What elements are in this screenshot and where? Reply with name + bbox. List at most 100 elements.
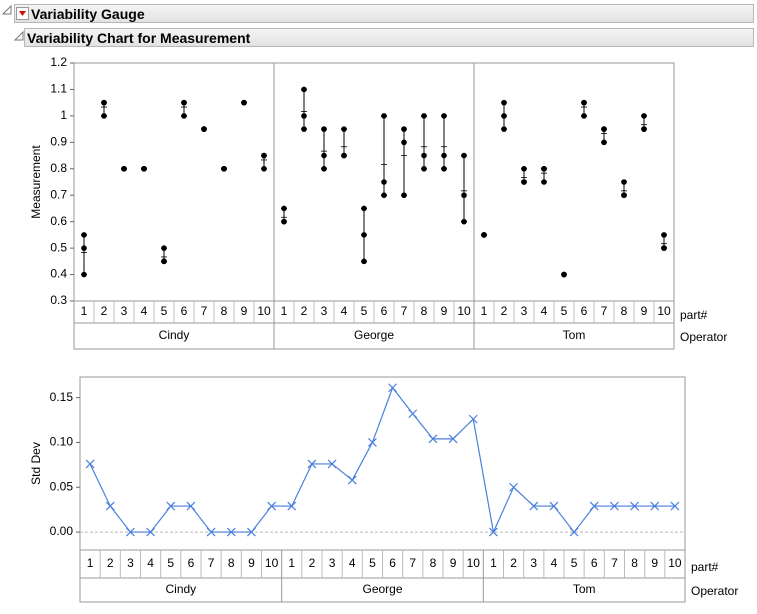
x-tick-label: 1 (481, 304, 488, 318)
data-point (341, 126, 347, 132)
y-tick-label: 0.3 (50, 293, 67, 307)
x-marker (670, 501, 680, 511)
std-dev-line (492, 486, 675, 534)
data-point (501, 113, 507, 119)
x-tick-label: 8 (228, 556, 235, 570)
data-point (261, 165, 267, 172)
data-point (301, 126, 307, 132)
x-tick-label: 6 (389, 556, 396, 570)
data-point (421, 165, 427, 172)
x-marker (388, 383, 398, 393)
x-tick-label: 5 (369, 556, 376, 570)
y-tick-label: 1 (60, 108, 67, 122)
x-marker (529, 501, 539, 511)
data-point (621, 192, 627, 199)
data-point (281, 205, 287, 212)
data-point (441, 152, 447, 159)
disclosure-triangle[interactable] (1, 4, 12, 15)
data-point (461, 192, 467, 199)
data-point (381, 113, 387, 119)
x-marker (569, 527, 579, 537)
x-tick-label: 7 (601, 304, 608, 318)
y-axis-label: Measurement (29, 145, 43, 219)
x-tick-label: 2 (101, 304, 108, 318)
x-tick-label: 8 (430, 556, 437, 570)
group-axis-label: Operator (691, 584, 738, 598)
x-tick-label: 7 (401, 304, 408, 318)
x-marker (327, 459, 337, 469)
disclosure-triangle[interactable] (13, 30, 24, 41)
x-marker (307, 459, 317, 469)
x-tick-label: 9 (248, 556, 255, 570)
x-tick-label: 4 (341, 304, 348, 318)
group-axis-label: Operator (680, 330, 727, 344)
data-point (641, 113, 647, 119)
data-point (161, 258, 167, 265)
x-marker (428, 434, 438, 444)
menu-button[interactable] (16, 7, 29, 20)
x-tick-label: 9 (450, 556, 457, 570)
data-point (461, 218, 467, 225)
data-point (381, 179, 387, 185)
x-marker (609, 501, 619, 511)
x-tick-label: 4 (541, 304, 548, 318)
data-point (581, 113, 587, 119)
x-tick-label: 7 (611, 556, 618, 570)
data-point (281, 218, 287, 225)
y-tick-label: 0.4 (50, 267, 67, 281)
data-point (301, 113, 307, 119)
x-tick-label: 9 (441, 304, 448, 318)
data-point (381, 192, 387, 199)
y-tick-label: 0.7 (50, 187, 67, 201)
std-dev-line (89, 463, 273, 533)
x-tick-label: 4 (349, 556, 356, 570)
data-point (461, 152, 467, 159)
disclosure-icons (13, 30, 24, 41)
x-tick-label: 3 (521, 304, 528, 318)
x-tick-label: 8 (421, 304, 428, 318)
x-marker (125, 527, 135, 537)
x-tick-label: 9 (241, 304, 248, 318)
y-tick-label: 0.6 (50, 214, 67, 228)
x-tick-label: 7 (409, 556, 416, 570)
x-axis-label: part# (691, 560, 719, 574)
data-point (441, 165, 447, 172)
data-point (661, 245, 667, 251)
data-point (81, 232, 87, 238)
data-point (641, 126, 647, 132)
data-point (141, 165, 147, 172)
data-point (321, 126, 327, 132)
x-tick-label: 2 (301, 304, 308, 318)
outline-bar: Variability Gauge (14, 4, 754, 23)
data-point (621, 179, 627, 185)
data-point (581, 99, 587, 106)
x-marker (186, 501, 196, 511)
x-tick-label: 2 (107, 556, 114, 570)
y-tick-label: 1.1 (50, 82, 67, 96)
group-label: George (354, 328, 394, 342)
x-tick-label: 2 (309, 556, 316, 570)
x-marker (246, 527, 256, 537)
data-point (321, 152, 327, 159)
data-point (301, 86, 307, 93)
x-tick-label: 10 (467, 556, 481, 570)
x-marker (630, 501, 640, 511)
data-point (501, 126, 507, 132)
x-tick-label: 6 (591, 556, 598, 570)
y-tick-label: 0.00 (50, 524, 74, 538)
data-point (101, 113, 107, 119)
x-marker (287, 501, 297, 511)
group-label: Tom (563, 328, 586, 342)
data-point (261, 152, 267, 159)
x-marker (589, 501, 599, 511)
x-marker (105, 501, 115, 511)
y-tick-label: 0.15 (50, 390, 74, 404)
x-tick-label: 1 (490, 556, 497, 570)
data-point (121, 165, 127, 172)
x-marker (347, 475, 357, 485)
x-tick-label: 6 (188, 556, 195, 570)
x-tick-label: 7 (208, 556, 215, 570)
data-point (501, 99, 507, 106)
